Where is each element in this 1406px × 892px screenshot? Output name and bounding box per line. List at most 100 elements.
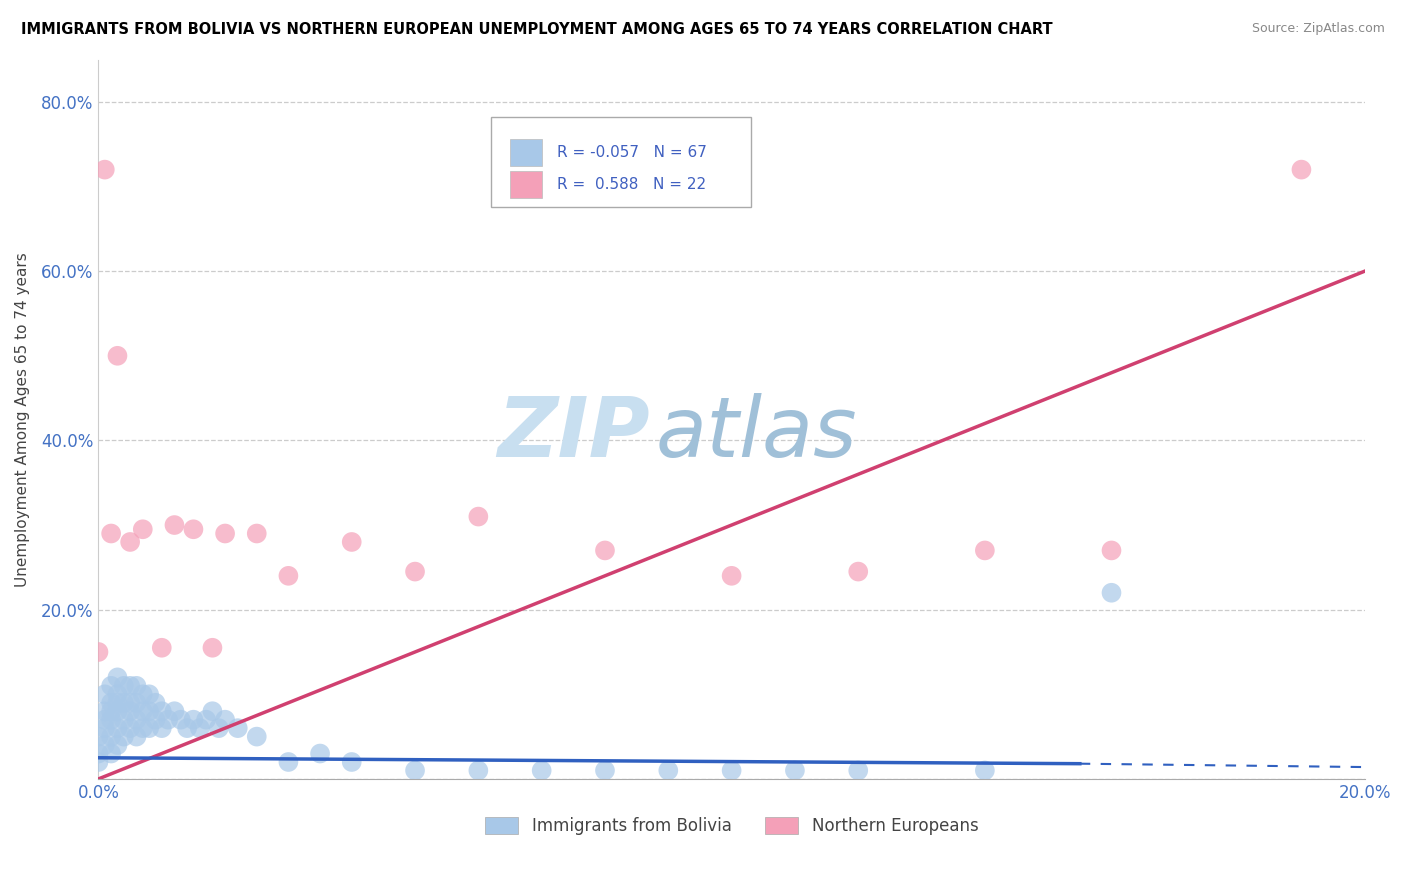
Point xyxy=(100,704,122,718)
Point xyxy=(846,565,869,579)
Point xyxy=(87,747,110,761)
Point xyxy=(107,696,129,710)
Point xyxy=(112,713,135,727)
Point xyxy=(1101,543,1123,558)
Point xyxy=(112,679,135,693)
Point xyxy=(120,696,142,710)
Point xyxy=(100,747,122,761)
Point xyxy=(163,704,186,718)
FancyBboxPatch shape xyxy=(491,117,751,207)
Point xyxy=(94,738,117,752)
Point xyxy=(170,713,193,727)
Point xyxy=(87,645,110,659)
Point xyxy=(87,755,110,769)
Point xyxy=(593,764,616,778)
Point xyxy=(973,543,995,558)
Point xyxy=(100,526,122,541)
Point xyxy=(107,670,129,684)
Point xyxy=(201,640,224,655)
Point xyxy=(783,764,806,778)
Point xyxy=(107,704,129,718)
Point xyxy=(112,730,135,744)
Point xyxy=(145,713,167,727)
Point xyxy=(125,730,148,744)
Point xyxy=(94,162,117,177)
Point xyxy=(132,522,155,536)
Point xyxy=(530,764,553,778)
Point xyxy=(138,721,160,735)
Point xyxy=(132,687,155,701)
Point xyxy=(201,704,224,718)
Point xyxy=(195,713,218,727)
Text: atlas: atlas xyxy=(655,393,858,475)
Point xyxy=(87,730,110,744)
Point xyxy=(340,755,363,769)
Point xyxy=(214,526,236,541)
Point xyxy=(150,704,173,718)
Point xyxy=(100,696,122,710)
Point xyxy=(720,569,742,583)
Point xyxy=(163,518,186,533)
Point xyxy=(467,509,489,524)
Text: Source: ZipAtlas.com: Source: ZipAtlas.com xyxy=(1251,22,1385,36)
Point xyxy=(107,721,129,735)
Point xyxy=(214,713,236,727)
Point xyxy=(246,730,269,744)
Point xyxy=(125,679,148,693)
Point xyxy=(593,543,616,558)
Bar xyxy=(510,170,541,198)
Point xyxy=(157,713,180,727)
Point xyxy=(340,535,363,549)
Point xyxy=(176,721,198,735)
Point xyxy=(183,713,205,727)
Point xyxy=(277,755,299,769)
Point xyxy=(138,704,160,718)
Text: IMMIGRANTS FROM BOLIVIA VS NORTHERN EUROPEAN UNEMPLOYMENT AMONG AGES 65 TO 74 YE: IMMIGRANTS FROM BOLIVIA VS NORTHERN EURO… xyxy=(21,22,1053,37)
Point xyxy=(132,704,155,718)
Point xyxy=(120,535,142,549)
Text: R = -0.057   N = 67: R = -0.057 N = 67 xyxy=(557,145,707,160)
Point xyxy=(226,721,249,735)
Point xyxy=(188,721,211,735)
Point xyxy=(720,764,742,778)
Point xyxy=(120,704,142,718)
Point xyxy=(138,687,160,701)
Point xyxy=(125,713,148,727)
Point xyxy=(1101,586,1123,600)
Point xyxy=(94,713,117,727)
Text: R =  0.588   N = 22: R = 0.588 N = 22 xyxy=(557,177,706,192)
Point xyxy=(107,349,129,363)
Point xyxy=(846,764,869,778)
Point xyxy=(94,687,117,701)
Point xyxy=(404,565,426,579)
Point xyxy=(973,764,995,778)
Point xyxy=(132,721,155,735)
Legend: Immigrants from Bolivia, Northern Europeans: Immigrants from Bolivia, Northern Europe… xyxy=(485,817,979,835)
Point xyxy=(309,747,332,761)
Bar xyxy=(510,139,541,166)
Point xyxy=(112,696,135,710)
Point xyxy=(1291,162,1313,177)
Point xyxy=(277,569,299,583)
Point xyxy=(120,679,142,693)
Point xyxy=(100,713,122,727)
Point xyxy=(183,522,205,536)
Point xyxy=(120,721,142,735)
Point xyxy=(94,704,117,718)
Point xyxy=(145,696,167,710)
Point xyxy=(467,764,489,778)
Point xyxy=(125,696,148,710)
Text: ZIP: ZIP xyxy=(496,393,650,475)
Point xyxy=(107,687,129,701)
Point xyxy=(100,730,122,744)
Point xyxy=(208,721,231,735)
Point xyxy=(657,764,679,778)
Point xyxy=(404,764,426,778)
Point xyxy=(100,679,122,693)
Point xyxy=(246,526,269,541)
Point xyxy=(150,640,173,655)
Point xyxy=(94,721,117,735)
Point xyxy=(150,721,173,735)
Y-axis label: Unemployment Among Ages 65 to 74 years: Unemployment Among Ages 65 to 74 years xyxy=(15,252,30,587)
Point xyxy=(107,738,129,752)
